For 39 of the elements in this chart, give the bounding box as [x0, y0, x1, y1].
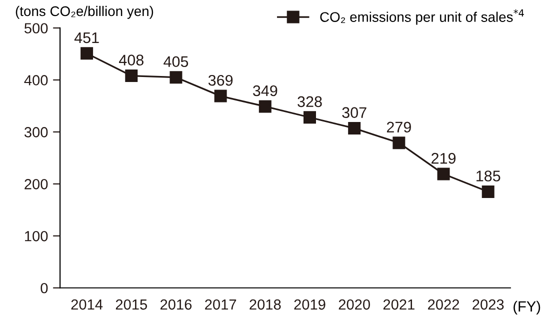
x-tick-label: 2022 — [428, 299, 460, 310]
point — [392, 136, 406, 150]
data-label: 369 — [208, 74, 233, 86]
y-tick-label: 400 — [24, 75, 48, 86]
data-label: 219 — [432, 152, 456, 164]
x-axis-title: (FY) — [514, 300, 540, 314]
x-tick-label: 2021 — [383, 299, 414, 310]
point — [348, 122, 361, 135]
x-tick-label: 2023 — [472, 299, 504, 310]
x-tick-label: 2020 — [338, 299, 370, 310]
y-tick-label: 100 — [25, 230, 48, 242]
x-tick-label: 2017 — [205, 299, 236, 310]
x-tick-label: 2016 — [160, 299, 192, 310]
data-label: 279 — [386, 122, 411, 133]
point — [258, 100, 272, 113]
data-label: 451 — [74, 32, 99, 44]
legend-label: CO₂ emissions per unit of sales$^{*4}$ — [320, 9, 524, 25]
x-tick-label: 2018 — [250, 299, 281, 310]
point — [437, 168, 450, 180]
data-label: 307 — [342, 107, 366, 118]
point — [482, 185, 494, 198]
data-label: 408 — [119, 54, 144, 66]
y-tick-label: 300 — [24, 127, 48, 138]
y-tick-label: 200 — [24, 179, 48, 190]
point — [304, 111, 316, 124]
x-tick-label: 2019 — [294, 299, 326, 310]
x-tick-label: 2015 — [116, 299, 148, 310]
point — [125, 70, 138, 82]
y-tick-label: 0 — [40, 282, 48, 294]
point — [80, 47, 94, 60]
point — [170, 71, 182, 84]
point — [214, 90, 227, 102]
data-label: 185 — [476, 170, 500, 182]
data-label: 405 — [164, 56, 188, 68]
data-label: 328 — [298, 96, 322, 108]
y-tick-label: 500 — [24, 23, 48, 34]
y-axis-title: (tons CO₂e/billion yen) — [16, 6, 154, 19]
data-label: 349 — [253, 85, 278, 96]
x-tick-label: 2014 — [71, 299, 103, 310]
